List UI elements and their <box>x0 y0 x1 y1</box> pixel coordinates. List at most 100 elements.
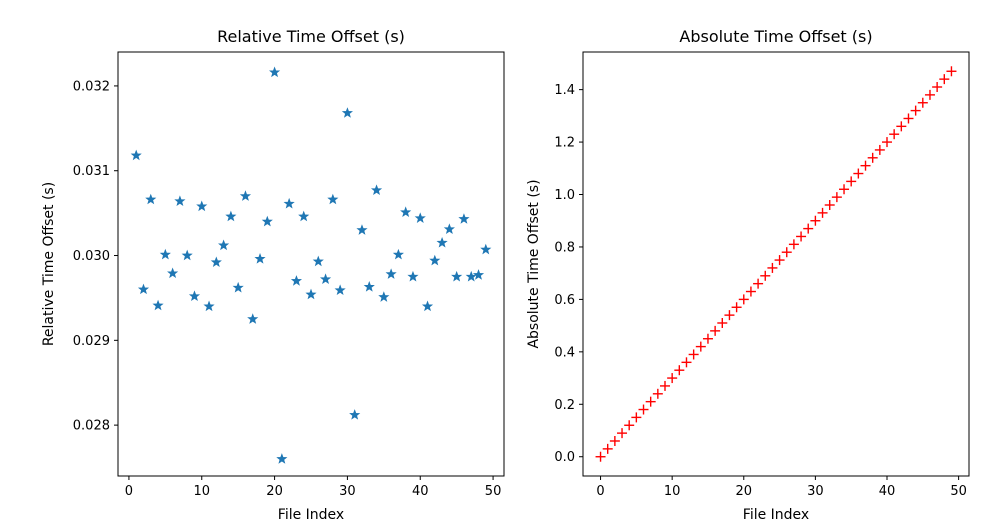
y-tick-label: 0.2 <box>554 398 575 413</box>
y-tick-label: 0.4 <box>554 345 575 360</box>
data-point <box>443 223 455 234</box>
data-point <box>436 236 448 248</box>
data-point <box>910 105 921 116</box>
data-point <box>312 255 324 267</box>
data-point <box>738 294 749 305</box>
data-point <box>652 388 663 399</box>
y-axis-label: Absolute Time Offset (s) <box>526 179 542 348</box>
data-point <box>781 247 792 258</box>
data-point <box>609 435 620 446</box>
data-point <box>631 412 642 423</box>
data-point <box>645 396 656 407</box>
data-points <box>130 66 492 464</box>
data-point <box>946 66 957 77</box>
data-point <box>731 302 742 313</box>
data-point <box>283 197 295 209</box>
data-point <box>867 152 878 163</box>
data-point <box>745 286 756 297</box>
data-point <box>788 239 799 250</box>
y-tick-label: 0.032 <box>73 79 110 94</box>
x-tick-label: 30 <box>807 484 824 499</box>
data-point <box>378 291 390 302</box>
y-tick-label: 0.031 <box>73 164 110 179</box>
data-point <box>480 243 492 255</box>
data-point <box>874 144 885 155</box>
data-point <box>363 281 375 292</box>
data-point <box>188 290 201 301</box>
data-point <box>681 357 692 368</box>
x-tick-label: 30 <box>339 484 356 499</box>
x-tick-label: 40 <box>412 484 429 499</box>
data-point <box>269 66 281 78</box>
data-point <box>889 129 900 140</box>
data-point <box>167 267 179 279</box>
data-point <box>385 268 397 279</box>
relative-offset-chart: Relative Time Offset (s) File Index Rela… <box>41 27 505 523</box>
x-tick-label: 0 <box>596 484 604 499</box>
y-axis-label: Relative Time Offset (s) <box>41 182 57 346</box>
y-tick-label: 0.028 <box>73 419 110 434</box>
data-point <box>225 210 237 222</box>
y-tick-label: 1.2 <box>554 136 575 151</box>
data-point <box>903 113 914 124</box>
data-point <box>917 97 928 108</box>
x-tick-label: 0 <box>125 484 133 499</box>
data-point <box>667 373 678 384</box>
y-tick-label: 1.0 <box>554 188 575 203</box>
data-point <box>145 193 157 205</box>
data-point <box>846 176 857 187</box>
data-point <box>638 404 649 415</box>
data-point <box>254 253 266 264</box>
x-tick-label: 20 <box>736 484 753 499</box>
data-points <box>595 66 957 462</box>
data-point <box>174 195 186 206</box>
data-point <box>130 149 142 161</box>
data-point <box>774 255 785 266</box>
data-point <box>341 107 353 118</box>
data-point <box>724 310 735 321</box>
y-tick-label: 0.8 <box>554 240 575 255</box>
data-point <box>137 283 150 295</box>
data-point <box>595 451 606 462</box>
y-tick-label: 1.4 <box>554 83 575 98</box>
data-point <box>232 281 244 293</box>
axis-ticks: 0 10 20 30 40 50 0.028 0.029 0.030 0.031 0.032 <box>73 79 502 499</box>
data-point <box>203 300 215 312</box>
data-point <box>247 313 259 324</box>
data-point <box>796 231 807 242</box>
data-point <box>624 420 635 431</box>
data-point <box>688 349 699 360</box>
data-point <box>465 270 477 282</box>
chart-title: Relative Time Offset (s) <box>217 27 405 46</box>
data-point <box>831 192 842 203</box>
data-point <box>152 299 164 311</box>
data-point <box>334 284 346 296</box>
data-point <box>767 262 778 273</box>
data-point <box>882 137 893 148</box>
x-axis-label: File Index <box>278 507 344 523</box>
data-point <box>839 184 850 195</box>
data-point <box>421 300 434 312</box>
data-point <box>159 248 171 260</box>
data-point <box>924 89 935 100</box>
data-point <box>239 190 252 201</box>
data-point <box>298 210 310 222</box>
data-point <box>803 223 814 234</box>
data-point <box>276 453 288 464</box>
chart-title: Absolute Time Offset (s) <box>679 27 872 46</box>
y-tick-label: 0.6 <box>554 293 575 308</box>
data-point <box>853 168 864 179</box>
y-tick-label: 0.030 <box>73 249 110 264</box>
data-point <box>860 160 871 171</box>
data-point <box>210 256 222 268</box>
data-point <box>407 270 419 282</box>
x-tick-label: 10 <box>193 484 210 499</box>
data-point <box>451 270 463 282</box>
data-point <box>370 184 383 195</box>
data-point <box>458 213 470 224</box>
data-point <box>319 273 332 285</box>
x-tick-label: 50 <box>485 484 502 499</box>
data-point <box>939 74 950 85</box>
data-point <box>327 193 339 205</box>
